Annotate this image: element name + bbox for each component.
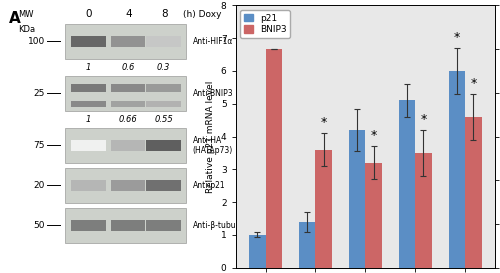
Text: 75: 75 — [34, 141, 45, 150]
Text: 8: 8 — [161, 8, 168, 19]
Legend: p21, BNIP3: p21, BNIP3 — [240, 10, 290, 38]
Bar — [299, 222, 316, 268]
Bar — [146, 220, 180, 231]
Bar — [316, 150, 332, 268]
Bar — [64, 168, 186, 203]
Text: *: * — [470, 77, 476, 90]
Bar — [111, 101, 146, 107]
Bar — [111, 220, 146, 231]
Text: *: * — [420, 113, 426, 126]
Bar — [72, 180, 106, 191]
Bar — [111, 180, 146, 191]
Text: 4: 4 — [126, 8, 132, 19]
Text: 100: 100 — [28, 37, 45, 46]
Bar — [366, 163, 382, 268]
Text: MW: MW — [18, 10, 34, 19]
Text: 0.55: 0.55 — [154, 115, 173, 124]
Y-axis label: Relative p21 mRNA level: Relative p21 mRNA level — [206, 80, 216, 193]
Bar — [146, 140, 180, 151]
Text: 20: 20 — [34, 181, 45, 190]
Bar — [64, 127, 186, 163]
Bar — [146, 84, 180, 92]
Bar — [64, 24, 186, 59]
Bar — [111, 84, 146, 92]
Text: Anti-HIF1α: Anti-HIF1α — [193, 37, 233, 46]
Text: *: * — [320, 116, 327, 129]
Bar — [64, 76, 186, 111]
Text: *: * — [370, 129, 376, 143]
Bar — [249, 235, 266, 268]
Bar — [266, 49, 282, 268]
Text: 0: 0 — [86, 8, 92, 19]
Bar — [349, 130, 366, 268]
Bar — [111, 36, 146, 47]
Text: *: * — [454, 31, 460, 44]
Text: 25: 25 — [34, 89, 45, 98]
Text: (h) Doxy: (h) Doxy — [183, 10, 222, 19]
Bar — [146, 101, 180, 107]
Bar — [448, 71, 465, 268]
Bar — [72, 140, 106, 151]
Bar — [64, 208, 186, 243]
Bar — [72, 36, 106, 47]
Text: Anti-p21: Anti-p21 — [193, 181, 226, 190]
Bar — [465, 117, 481, 268]
Bar — [398, 100, 415, 268]
Text: 1: 1 — [86, 63, 91, 72]
Bar — [415, 153, 432, 268]
Text: Anti-HA
(HATAp73): Anti-HA (HATAp73) — [193, 136, 233, 155]
Text: 0.66: 0.66 — [119, 115, 138, 124]
Text: Anti-β-tubulin: Anti-β-tubulin — [193, 221, 246, 230]
Bar — [146, 36, 180, 47]
Text: 0.6: 0.6 — [122, 63, 135, 72]
Text: 50: 50 — [34, 221, 45, 230]
Bar — [146, 180, 180, 191]
Bar — [72, 84, 106, 92]
Text: 0.3: 0.3 — [157, 63, 170, 72]
Text: B: B — [184, 0, 196, 3]
Text: A: A — [10, 11, 21, 26]
Text: 1: 1 — [86, 115, 91, 124]
Bar — [72, 101, 106, 107]
Bar — [72, 220, 106, 231]
Text: Anti-BNIP3: Anti-BNIP3 — [193, 89, 234, 98]
Bar — [111, 140, 146, 151]
Text: KDa: KDa — [18, 25, 36, 34]
